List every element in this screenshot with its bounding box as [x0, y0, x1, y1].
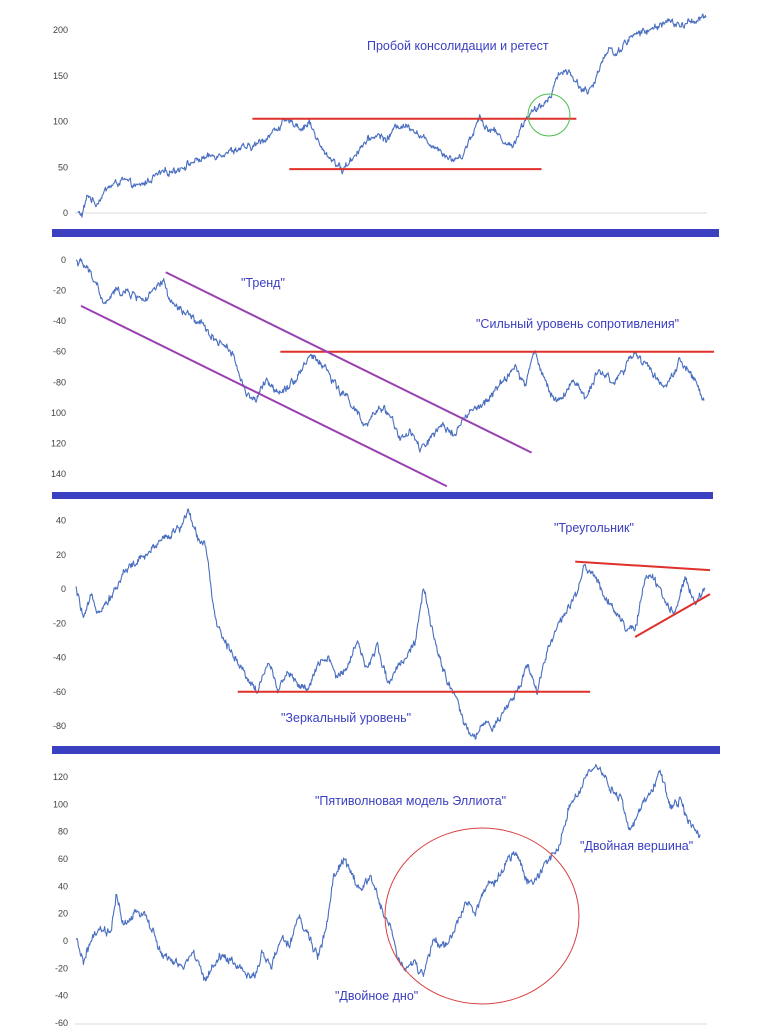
trend-channel-line — [80, 304, 448, 488]
panel-separator — [52, 229, 719, 237]
y-tick-label: -60 — [53, 347, 66, 357]
y-tick-label: -80 — [53, 721, 66, 731]
y-tick-label: 40 — [56, 516, 66, 526]
y-tick-label: 200 — [53, 25, 68, 35]
price-series-line — [75, 764, 701, 982]
y-tick-label: 150 — [53, 71, 68, 81]
annotation-double-bottom: "Двойное дно" — [335, 989, 418, 1003]
y-tick-label: 0 — [63, 936, 68, 946]
y-tick-label: 50 — [58, 162, 68, 172]
y-tick-label: -60 — [55, 1018, 68, 1028]
y-tick-label: -20 — [53, 286, 66, 296]
y-tick-label: -40 — [53, 316, 66, 326]
y-tick-label: 120 — [53, 772, 68, 782]
annotation-double-top: "Двойная вершина" — [580, 839, 693, 853]
breakout-retest-circle — [527, 93, 571, 137]
y-tick-label: -40 — [53, 653, 66, 663]
price-series-line — [75, 508, 706, 740]
triangle-boundary-line — [634, 593, 711, 638]
annotation-breakout: Пробой консолидации и ретест — [367, 39, 549, 53]
y-tick-label: 80 — [58, 827, 68, 837]
y-tick-label: 100 — [53, 799, 68, 809]
y-tick-label: 120 — [51, 438, 66, 448]
annotation-elliott: "Пятиволновая модель Эллиота" — [315, 794, 506, 808]
y-tick-label: 20 — [58, 909, 68, 919]
triangle-boundary-line — [575, 560, 711, 572]
y-tick-label: -20 — [53, 618, 66, 628]
y-tick-label: 100 — [53, 117, 68, 127]
y-tick-label: 140 — [51, 469, 66, 479]
y-tick-label: 0 — [61, 255, 66, 265]
y-tick-label: -60 — [53, 687, 66, 697]
y-tick-label: 40 — [58, 881, 68, 891]
y-tick-label: -20 — [55, 963, 68, 973]
price-series-line — [77, 13, 707, 218]
y-tick-label: -80 — [53, 377, 66, 387]
panel-separator — [52, 746, 720, 754]
y-tick-label: 100 — [51, 408, 66, 418]
elliott-wave-circle — [384, 827, 580, 1005]
panel-separator — [52, 492, 713, 499]
annotation-trend: "Тренд" — [241, 276, 285, 290]
y-tick-label: -40 — [55, 991, 68, 1001]
trend-channel-line — [165, 271, 532, 454]
y-tick-label: 20 — [56, 550, 66, 560]
annotation-mirror-level: "Зеркальный уровень" — [281, 711, 411, 725]
price-series-line — [75, 257, 705, 453]
y-tick-label: 0 — [63, 208, 68, 218]
y-tick-label: 60 — [58, 854, 68, 864]
annotation-triangle: "Треугольник" — [554, 521, 634, 535]
y-tick-label: 0 — [61, 584, 66, 594]
annotation-resistance: "Сильный уровень сопротивления" — [476, 317, 679, 331]
